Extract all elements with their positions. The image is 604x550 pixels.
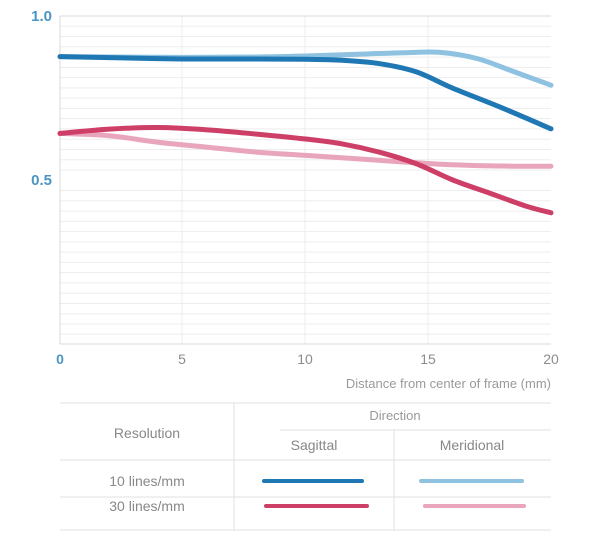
svg-text:10: 10 [297, 351, 313, 367]
svg-text:Sagittal: Sagittal [291, 437, 338, 453]
svg-text:Direction: Direction [369, 408, 420, 423]
svg-text:30 lines/mm: 30 lines/mm [109, 498, 184, 514]
svg-text:0.5: 0.5 [31, 172, 52, 189]
svg-text:0: 0 [56, 351, 64, 367]
svg-text:Meridional: Meridional [440, 437, 505, 453]
svg-text:20: 20 [543, 351, 559, 367]
svg-text:5: 5 [178, 351, 186, 367]
svg-text:10 lines/mm: 10 lines/mm [109, 473, 184, 489]
svg-text:1.0: 1.0 [31, 8, 52, 25]
svg-text:Resolution: Resolution [114, 425, 180, 441]
svg-text:Distance from center of frame: Distance from center of frame (mm) [346, 376, 551, 391]
svg-text:15: 15 [420, 351, 436, 367]
